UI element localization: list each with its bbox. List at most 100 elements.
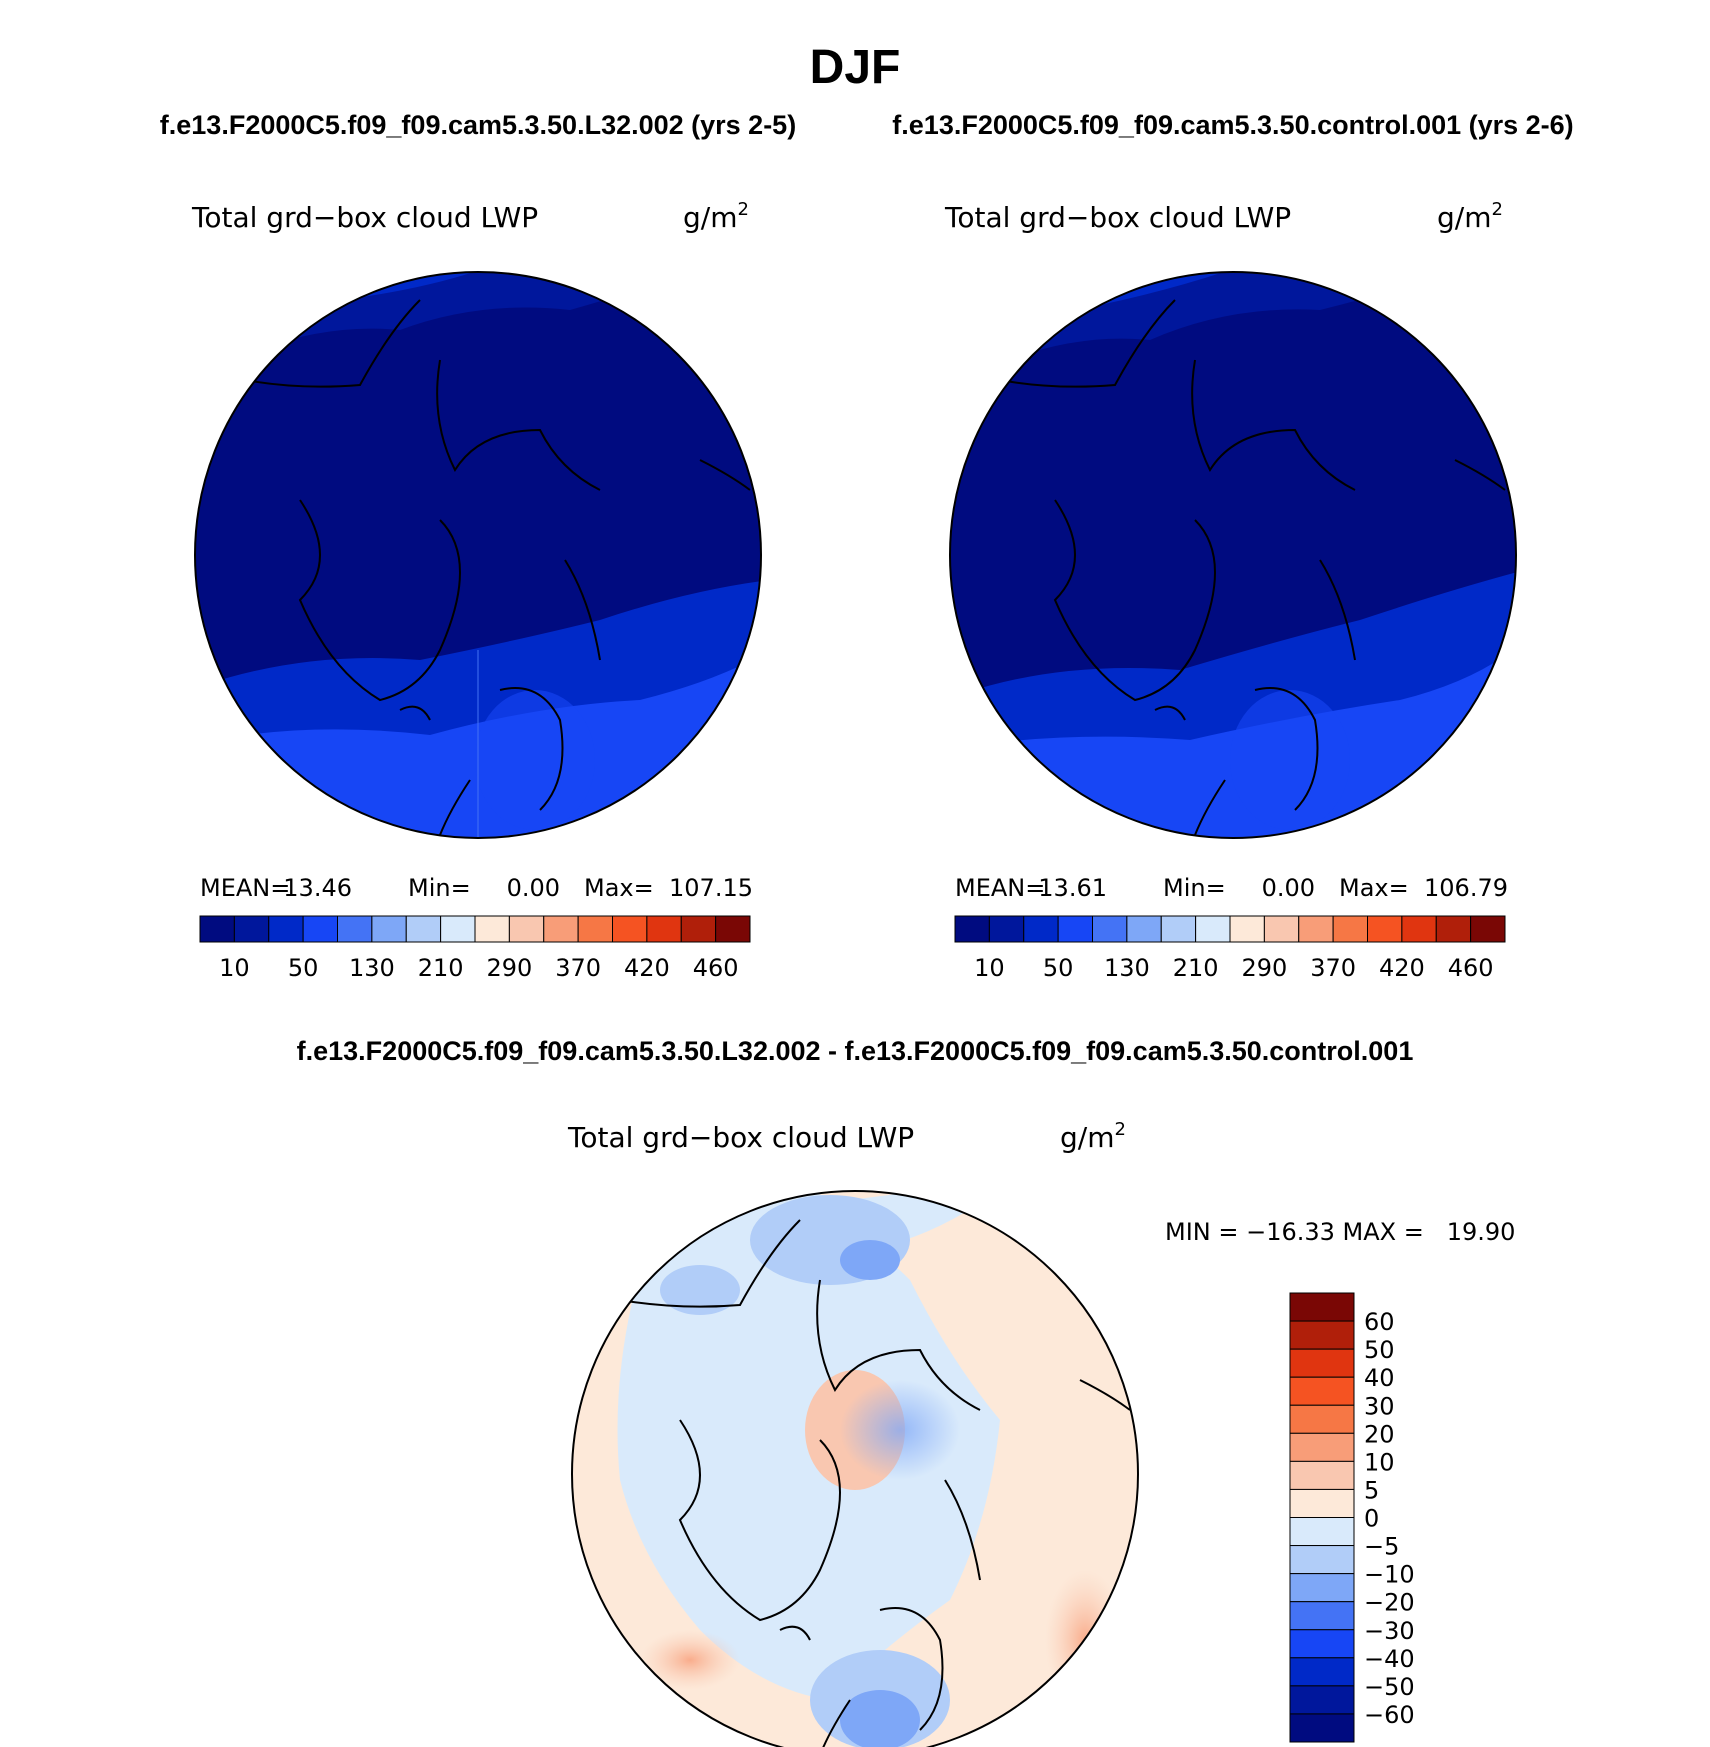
- panel2-min-label: Min=: [1163, 874, 1226, 902]
- panel2-colorbar-swatch: [988, 915, 1025, 943]
- panel1-colorbar-tick-label: 210: [418, 954, 464, 982]
- panel2-colorbar: 10 50 130 210 290 370 420 460: [954, 915, 1506, 982]
- panel2-colorbar-swatch: [1023, 915, 1059, 943]
- panel1-colorbar-tick-label: 290: [486, 954, 532, 982]
- panel2-colorbar-swatch: [1195, 915, 1231, 943]
- panel1-colorbar-tick-label: 50: [288, 954, 319, 982]
- panel1-colorbar-swatch: [302, 915, 338, 943]
- panel3-colorbar-tick-label: 0: [1364, 1505, 1379, 1533]
- panel1-colorbar-swatch: [371, 915, 407, 943]
- panel3-colorbar-swatch: [1289, 1348, 1355, 1378]
- panel2-variable-label: Total grd−box cloud LWP: [944, 201, 1291, 234]
- panel3-colorbar-swatch: [1289, 1601, 1355, 1631]
- panel-case2: Total grd−box cloud LWP g/m2 MEAN= 13.61…: [944, 199, 1517, 982]
- panel3-coastlines: [619, 1219, 1131, 1747]
- panel-case1: Total grd−box cloud LWP g/m2 MEAN= 13.46…: [191, 199, 762, 982]
- panel1-colorbar-tick-label: 370: [555, 954, 601, 982]
- panel1-colorbar-swatch: [543, 915, 579, 943]
- panel3-units-label: g/m2: [1060, 1119, 1126, 1154]
- panel2-colorbar-tick-label: 130: [1104, 954, 1150, 982]
- panel1-colorbar-tick-label: 130: [349, 954, 395, 982]
- panel2-colorbar-swatch: [1160, 915, 1197, 943]
- panel3-colorbar-swatch: [1289, 1685, 1355, 1715]
- panel3-variable-label: Total grd−box cloud LWP: [567, 1121, 914, 1154]
- panel2-colorbar-swatch: [1367, 915, 1403, 943]
- panel3-colorbar-tick-label: 50: [1364, 1336, 1395, 1364]
- panel2-colorbar-swatch: [954, 915, 990, 943]
- panel2-min-value: 0.00: [1262, 874, 1315, 902]
- panel1-haze-norway: [475, 690, 595, 830]
- panel3-colorbar-swatch: [1289, 1517, 1355, 1547]
- panel3-colorbar-tick-label: 40: [1364, 1364, 1395, 1392]
- panel1-min-value: 0.00: [507, 874, 560, 902]
- panel3-colorbar-swatch: [1289, 1320, 1355, 1350]
- panel3-map-border: [571, 1190, 1139, 1747]
- panel2-colorbar-swatch: [1092, 915, 1128, 943]
- panel1-max-label: Max=: [584, 874, 654, 902]
- panel2-colorbar-swatch: [1401, 915, 1437, 943]
- panel2-map-border: [949, 271, 1517, 839]
- panel1-mean-label: MEAN=: [200, 874, 290, 902]
- panel3-colorbar-tick-label: −30: [1364, 1617, 1415, 1645]
- panel3-colorbar-tick-label: −10: [1364, 1561, 1415, 1589]
- panel2-colorbar-swatch: [1332, 915, 1368, 943]
- panel1-colorbar-swatch: [612, 915, 648, 943]
- panel3-colorbar-swatch: [1289, 1657, 1355, 1687]
- panel3-region-peach-southwest: [640, 1630, 740, 1690]
- panel1-variable-label: Total grd−box cloud LWP: [191, 201, 538, 234]
- panel3-colorbar-swatch: [1289, 1488, 1355, 1518]
- panel2-colorbar-swatch: [1298, 915, 1334, 943]
- panel2-colorbar-tick-label: 210: [1173, 954, 1219, 982]
- panel1-colorbar-swatch: [474, 915, 510, 943]
- panel3-colorbar-tick-label: 30: [1364, 1392, 1395, 1420]
- panel1-units-label: g/m2: [683, 199, 749, 234]
- case2-title: f.e13.F2000C5.f09_f09.cam5.3.50.control.…: [892, 110, 1573, 140]
- panel2-max-label: Max=: [1339, 874, 1409, 902]
- panel3-colorbar-swatch: [1289, 1545, 1355, 1575]
- panel-difference: Total grd−box cloud LWP g/m2 MIN = −16.3…: [567, 1119, 1515, 1747]
- panel1-colorbar-swatch: [337, 915, 373, 943]
- panel3-colorbar-tick-label: −40: [1364, 1645, 1415, 1673]
- panel1-colorbar-tick-label: 10: [219, 954, 250, 982]
- panel3-region-blue-arctic: [840, 1380, 960, 1480]
- panel3-colorbar-tick-label: 60: [1364, 1308, 1395, 1336]
- main-title: DJF: [810, 41, 901, 94]
- panel1-map: [195, 272, 761, 838]
- panel2-max-value: 106.79: [1424, 874, 1508, 902]
- panel1-max-value: 107.15: [669, 874, 753, 902]
- panel1-colorbar: 10 50 130 210 290 370 420 460: [199, 915, 751, 982]
- panel1-colorbar-swatch: [440, 915, 476, 943]
- panel3-region-blue-europe-core: [840, 1690, 920, 1747]
- panel2-units-label: g/m2: [1437, 199, 1503, 234]
- panel2-mean-value: 13.61: [1038, 874, 1107, 902]
- panel3-colorbar-swatch: [1289, 1376, 1355, 1406]
- panel3-map: [572, 1191, 1138, 1747]
- panel3-colorbar-swatch: [1289, 1432, 1355, 1462]
- panel2-colorbar-tick-label: 460: [1448, 954, 1494, 982]
- panel2-haze-norway: [1230, 690, 1350, 830]
- panel3-stats: MIN = −16.33 MAX = 19.90: [1165, 1218, 1515, 1246]
- panel2-colorbar-swatch: [1470, 915, 1506, 943]
- panel1-min-label: Min=: [408, 874, 471, 902]
- panel2-map: [950, 272, 1516, 838]
- panel1-colorbar-swatch: [715, 915, 751, 943]
- panel3-colorbar-tick-label: 20: [1364, 1420, 1395, 1448]
- panel1-colorbar-tick-label: 420: [624, 954, 670, 982]
- panel2-colorbar-swatch: [1126, 915, 1162, 943]
- panel1-coastlines: [244, 299, 751, 836]
- panel2-colorbar-tick-label: 290: [1241, 954, 1287, 982]
- panel3-region-blue-center: [840, 1240, 900, 1280]
- panel2-colorbar-tick-label: 370: [1310, 954, 1356, 982]
- panel2-colorbar-swatch: [1435, 915, 1472, 943]
- panel3-colorbar-swatch: [1289, 1573, 1355, 1603]
- panel3-colorbar-tick-label: −20: [1364, 1589, 1415, 1617]
- panel3-colorbar-tick-label: −60: [1364, 1701, 1415, 1729]
- panel3-colorbar-swatch: [1289, 1629, 1355, 1659]
- panel2-colorbar-tick-label: 50: [1043, 954, 1074, 982]
- panel1-colorbar-swatch: [405, 915, 442, 943]
- panel2-colorbar-tick-label: 10: [974, 954, 1005, 982]
- panel2-colorbar-swatch: [1263, 915, 1300, 943]
- panel1-colorbar-swatch: [233, 915, 270, 943]
